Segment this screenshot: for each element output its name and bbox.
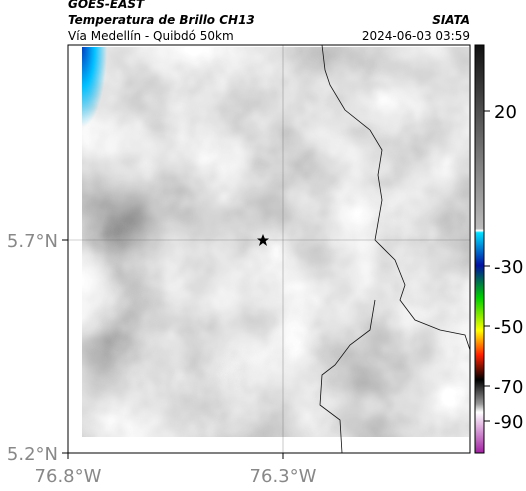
lon-label: 76.8°W [35,466,102,487]
cold-cloud-patch [82,47,107,127]
product: Temperatura de Brillo CH13 [68,13,255,27]
colorbar-label: -70 [494,377,523,398]
timestamp: 2024-06-03 03:59 [362,29,470,43]
satellite: GOES-EAST [68,0,145,11]
route: Vía Medellín - Quibdó 50km [68,29,234,43]
colorbar-label: 20 [494,102,517,123]
lat-label: 5.7°N [7,231,58,252]
colorbar-label: -90 [494,412,523,433]
boundary [319,44,471,454]
lon-label: 76.3°W [250,466,317,487]
colorbar-label: -30 [494,257,523,278]
satellite-image [82,47,469,437]
map-frame [67,44,471,454]
station-marker [257,234,269,246]
agency: SIATA [432,13,470,27]
colorbar [474,44,485,454]
colorbar-label: -50 [494,317,523,338]
lat-label: 5.2°N [7,444,58,465]
